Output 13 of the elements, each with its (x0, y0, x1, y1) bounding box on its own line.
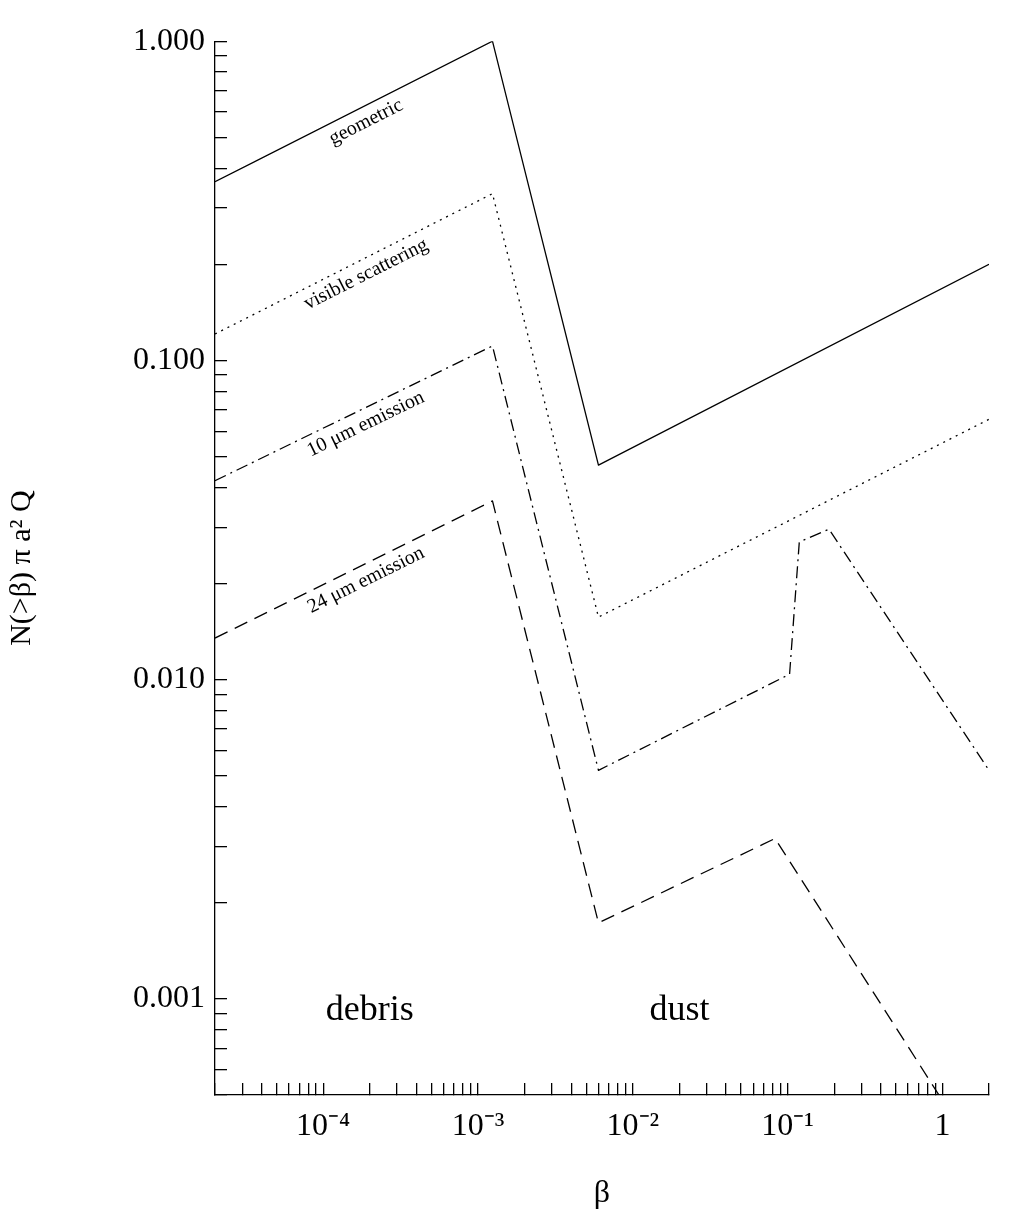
y-tick-label: 0.010 (133, 659, 205, 696)
y-tick-label: 1.000 (133, 20, 205, 57)
annotation: dust (649, 988, 710, 1029)
x-tick-label: 10⁻² (606, 1105, 660, 1142)
y-axis-title: N(>β) π a² Q (2, 490, 37, 646)
x-tick-label: 10⁻⁴ (296, 1105, 351, 1142)
x-tick-label: 10⁻¹ (761, 1105, 814, 1142)
y-tick-label: 0.001 (133, 978, 205, 1015)
x-tick-label: 1 (934, 1105, 951, 1142)
y-tick-label: 0.100 (133, 339, 205, 376)
x-axis-title: β (593, 1173, 611, 1210)
x-tick-label: 10⁻³ (451, 1105, 505, 1142)
annotation: debris (325, 988, 414, 1029)
